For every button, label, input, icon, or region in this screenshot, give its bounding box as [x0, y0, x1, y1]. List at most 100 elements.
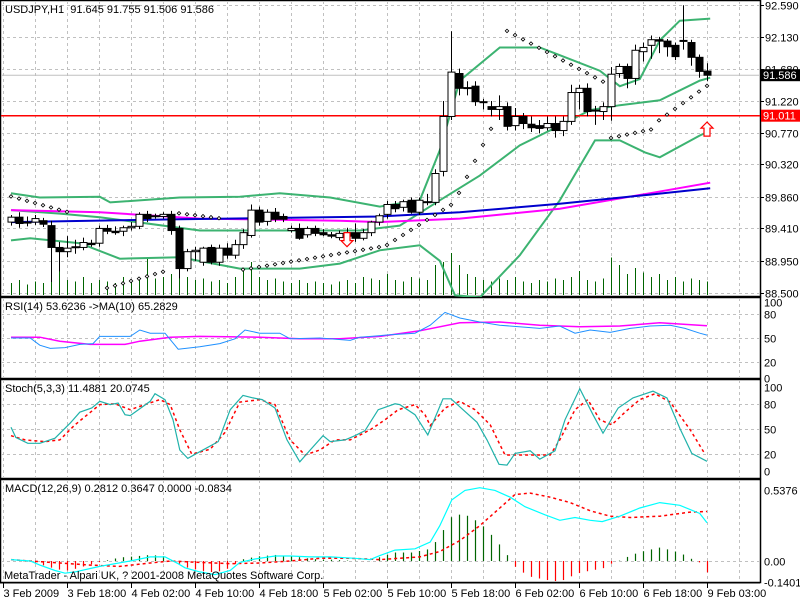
candle[interactable] — [535, 119, 544, 134]
candle[interactable] — [631, 44, 640, 85]
candle[interactable] — [615, 63, 624, 78]
parabolic-sar-dot — [144, 274, 150, 279]
candle[interactable] — [567, 84, 576, 125]
candle[interactable] — [119, 225, 128, 237]
candle[interactable] — [111, 226, 120, 235]
candle[interactable] — [239, 229, 248, 249]
candle[interactable] — [327, 231, 336, 239]
parabolic-sar-dot — [456, 190, 462, 196]
candle[interactable] — [335, 230, 344, 241]
candle[interactable] — [39, 217, 48, 228]
candle[interactable] — [135, 212, 144, 230]
candle[interactable] — [471, 81, 480, 106]
candle[interactable] — [63, 236, 72, 258]
candle[interactable] — [175, 225, 184, 279]
candle[interactable] — [71, 239, 80, 254]
candle[interactable] — [423, 193, 432, 206]
candle[interactable] — [303, 226, 312, 238]
candle[interactable] — [191, 246, 200, 261]
candle[interactable] — [95, 225, 104, 247]
candle[interactable] — [519, 112, 528, 130]
candle[interactable] — [7, 215, 16, 226]
candle[interactable] — [47, 220, 56, 282]
candle[interactable] — [695, 54, 704, 78]
candle[interactable] — [383, 200, 392, 219]
candle[interactable] — [183, 248, 192, 272]
candle[interactable] — [487, 100, 496, 117]
candle[interactable] — [255, 206, 264, 226]
candle-body — [15, 216, 24, 225]
candle[interactable] — [391, 200, 400, 213]
time-axis-label: 6 Feb 10:00 — [580, 588, 639, 600]
candle[interactable] — [703, 63, 712, 81]
candle[interactable] — [79, 237, 88, 251]
candle[interactable] — [455, 68, 464, 96]
candle[interactable] — [215, 244, 224, 266]
candle[interactable] — [671, 42, 680, 61]
candle-body — [127, 225, 136, 229]
candle[interactable] — [375, 213, 384, 226]
candle[interactable] — [263, 209, 272, 226]
candle[interactable] — [207, 244, 216, 265]
candle[interactable] — [151, 213, 160, 219]
candle[interactable] — [31, 215, 40, 225]
candle[interactable] — [583, 83, 592, 117]
candle[interactable] — [639, 42, 648, 62]
candle[interactable] — [399, 199, 408, 212]
candle[interactable] — [479, 98, 488, 110]
candle[interactable] — [543, 116, 552, 131]
candle[interactable] — [319, 229, 328, 237]
candle[interactable] — [311, 225, 320, 237]
candle[interactable] — [351, 223, 360, 242]
candle[interactable] — [143, 210, 152, 223]
macd-title: MACD(12,26,9) 0.2812 0.3647 0.0000 -0.08… — [5, 483, 232, 495]
candle[interactable] — [559, 116, 568, 137]
candle[interactable] — [127, 222, 136, 231]
candle[interactable] — [503, 102, 512, 131]
candle[interactable] — [287, 225, 296, 233]
candle[interactable] — [407, 197, 416, 214]
candle[interactable] — [463, 81, 472, 96]
candle[interactable] — [159, 212, 168, 219]
candle[interactable] — [103, 224, 112, 235]
candle[interactable] — [271, 208, 280, 223]
candle[interactable] — [231, 239, 240, 259]
candle[interactable] — [367, 220, 376, 237]
candle[interactable] — [495, 95, 504, 120]
candle[interactable] — [447, 31, 456, 120]
macd-signal-line — [10, 492, 708, 568]
candle[interactable] — [247, 204, 256, 238]
candle[interactable] — [295, 223, 304, 240]
candle[interactable] — [223, 243, 232, 259]
candle[interactable] — [15, 212, 24, 228]
candle[interactable] — [55, 241, 64, 272]
candle[interactable] — [511, 108, 520, 131]
parabolic-sar-dot — [664, 112, 670, 117]
candle[interactable] — [199, 246, 208, 266]
candle[interactable] — [687, 39, 696, 66]
candle[interactable] — [279, 213, 288, 223]
candle[interactable] — [655, 36, 664, 54]
candle[interactable] — [527, 116, 536, 132]
candle[interactable] — [167, 210, 176, 235]
candle-body — [407, 199, 416, 213]
candle[interactable] — [439, 100, 448, 177]
candle[interactable] — [623, 63, 632, 89]
indicator-axis-label: 20 — [764, 450, 776, 462]
candle[interactable] — [607, 67, 616, 121]
candle-body — [327, 234, 336, 237]
candle[interactable] — [647, 35, 656, 59]
candle[interactable] — [87, 239, 96, 247]
candle[interactable] — [591, 105, 600, 125]
arrow-down-icon — [339, 232, 355, 248]
candle[interactable] — [679, 5, 688, 50]
candle[interactable] — [575, 84, 584, 110]
candle[interactable] — [663, 39, 672, 57]
candle[interactable] — [599, 102, 608, 120]
candle[interactable] — [551, 116, 560, 138]
candle[interactable] — [415, 197, 424, 216]
candle[interactable] — [23, 216, 32, 227]
candle[interactable] — [431, 169, 440, 206]
candle[interactable] — [359, 229, 368, 241]
